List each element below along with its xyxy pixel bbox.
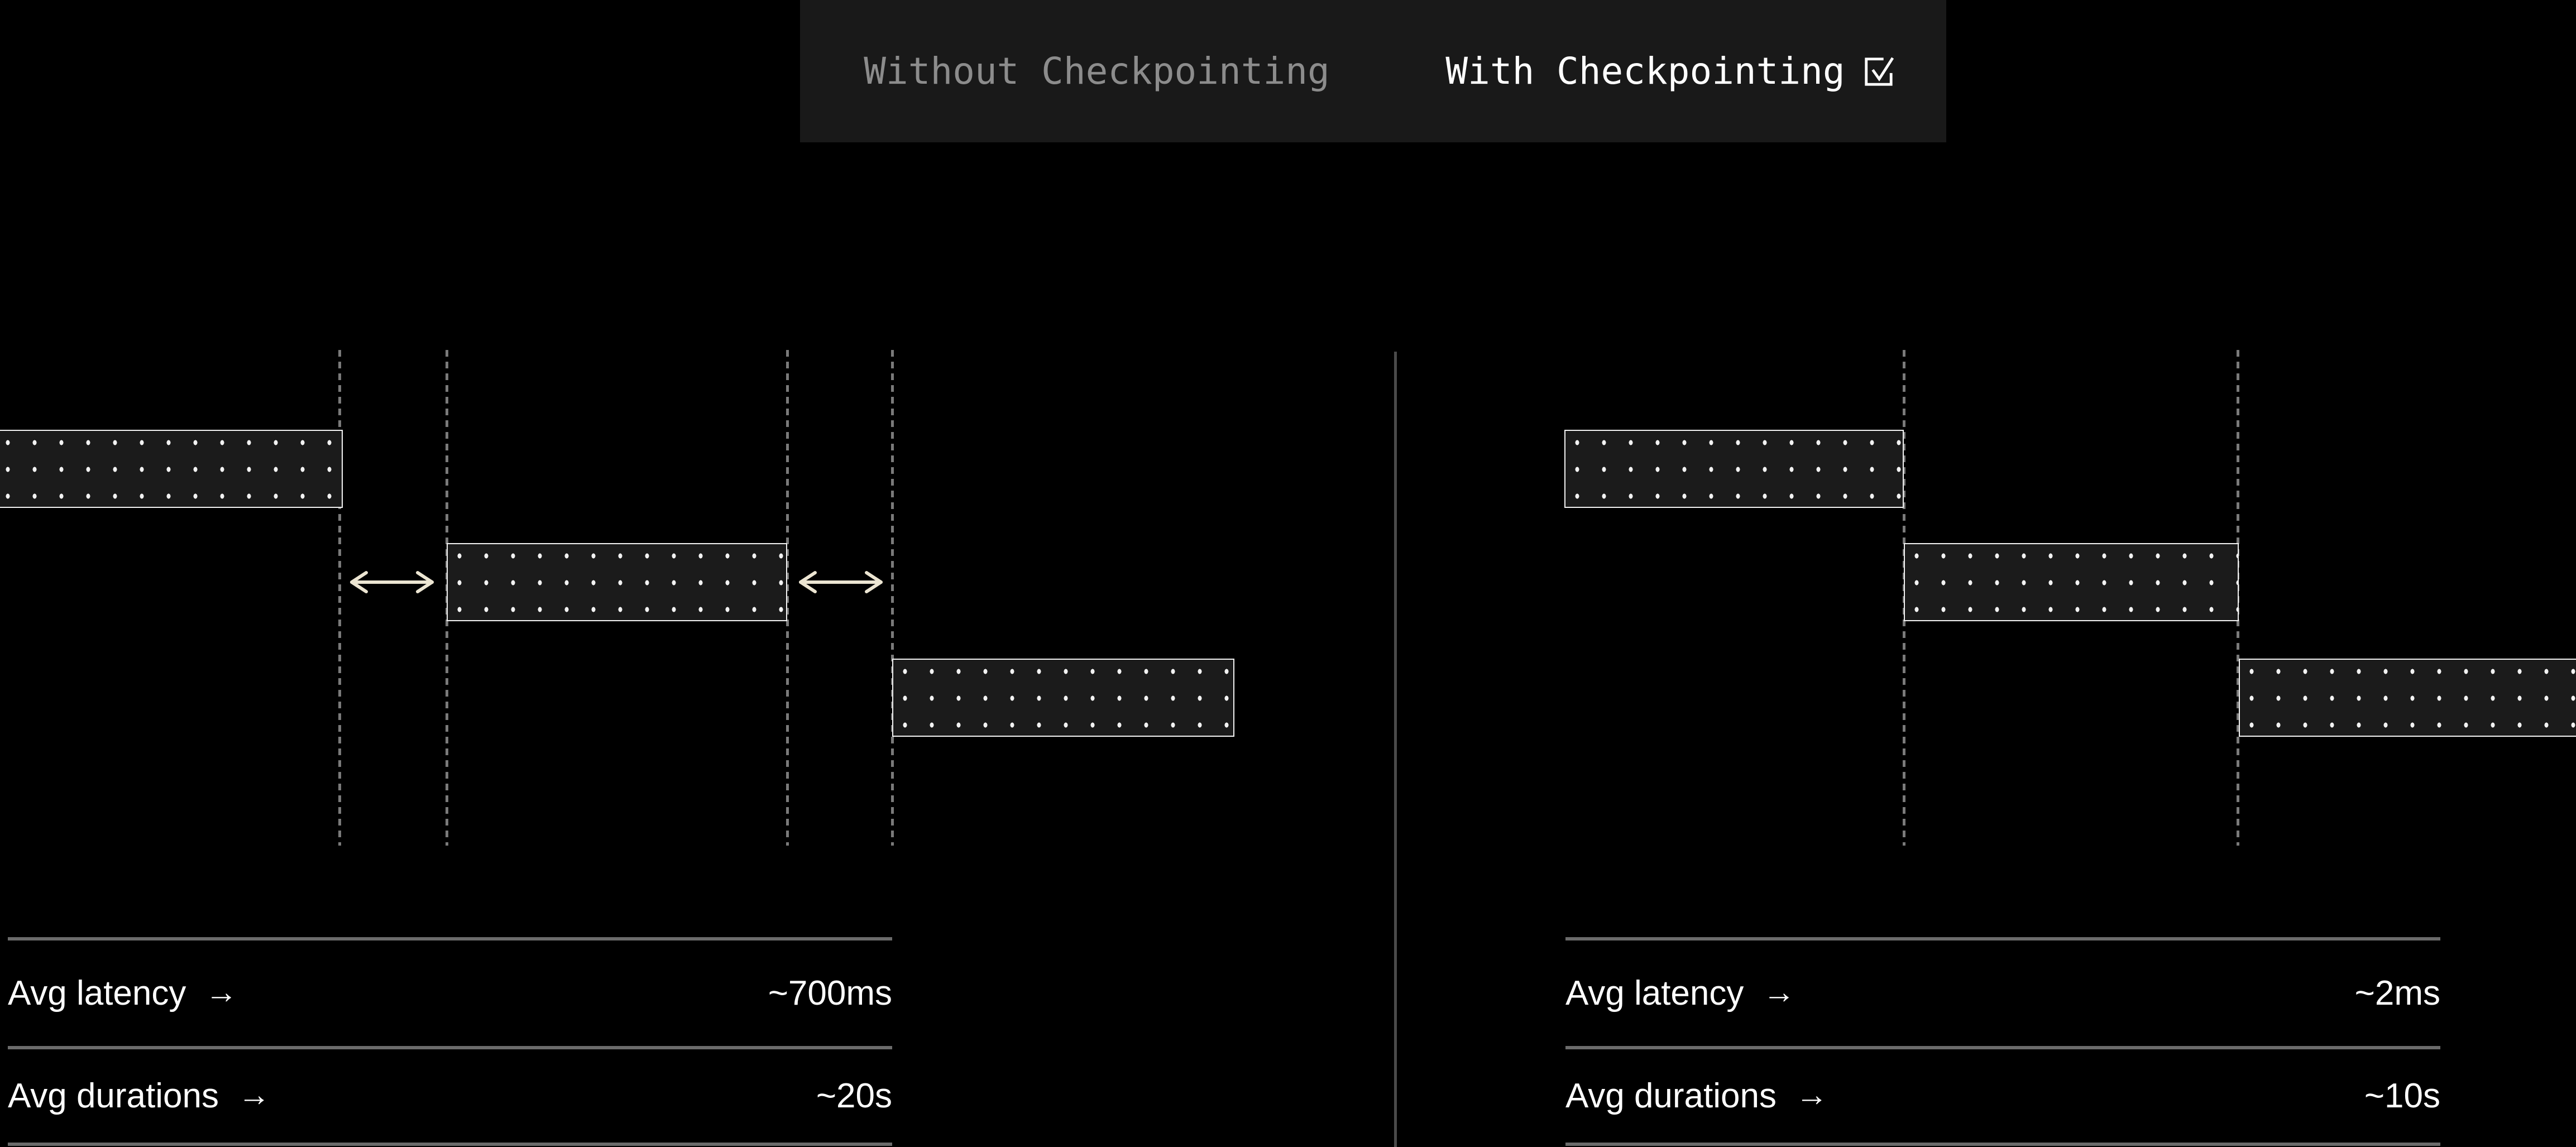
step-boundary-line [338, 350, 341, 846]
metric-label: Avg durations [8, 1077, 219, 1115]
execution-bar [1564, 430, 1904, 508]
metric-divider [8, 1143, 892, 1146]
execution-bar [892, 659, 1234, 737]
execution-bar [1904, 543, 2239, 621]
metric-divider [1565, 937, 2440, 940]
execution-bar [2239, 659, 2576, 737]
panel-divider [1394, 352, 1397, 1147]
metric-divider [1565, 1046, 2440, 1049]
step-boundary-line [891, 350, 894, 846]
metrics-without-checkpointing: Avg latency → ~700ms Avg durations → ~20… [8, 937, 892, 1147]
metrics-with-checkpointing: Avg latency → ~2ms Avg durations → ~10s [1565, 937, 2440, 1147]
toggle-option-with-label: With Checkpointing [1445, 50, 1845, 93]
metric-label: Avg latency [1565, 974, 1744, 1012]
step-boundary-line [786, 350, 789, 846]
latency-gap-arrow [350, 571, 434, 593]
metric-divider [8, 937, 892, 940]
latency-gap-arrow [799, 571, 883, 593]
checkpointing-toggle: Without Checkpointing With Checkpointing [800, 0, 1946, 142]
arrow-right-icon: → [205, 974, 238, 1010]
metric-row: Avg durations → ~20s [8, 1049, 892, 1143]
metric-row: Avg durations → ~10s [1565, 1049, 2440, 1143]
metric-value: ~10s [2364, 1077, 2440, 1115]
arrow-right-icon: → [1763, 974, 1795, 1010]
checkbox-checked-icon [1864, 57, 1894, 86]
metric-row: Avg latency → ~700ms [8, 940, 892, 1046]
metric-label: Avg latency [8, 974, 186, 1012]
metric-value: ~2ms [2354, 974, 2440, 1012]
metric-row: Avg latency → ~2ms [1565, 940, 2440, 1046]
arrow-right-icon: → [238, 1077, 270, 1113]
metric-value: ~700ms [768, 974, 892, 1012]
metric-divider [1565, 1143, 2440, 1146]
execution-bar [447, 543, 787, 621]
toggle-option-with-checkpointing[interactable]: With Checkpointing [1394, 0, 1946, 142]
metric-value: ~20s [816, 1077, 892, 1115]
toggle-option-without-checkpointing[interactable]: Without Checkpointing [800, 0, 1394, 142]
execution-bar [0, 430, 343, 508]
metric-divider [8, 1046, 892, 1049]
arrow-right-icon: → [1795, 1077, 1828, 1113]
metric-label: Avg durations [1565, 1077, 1777, 1115]
